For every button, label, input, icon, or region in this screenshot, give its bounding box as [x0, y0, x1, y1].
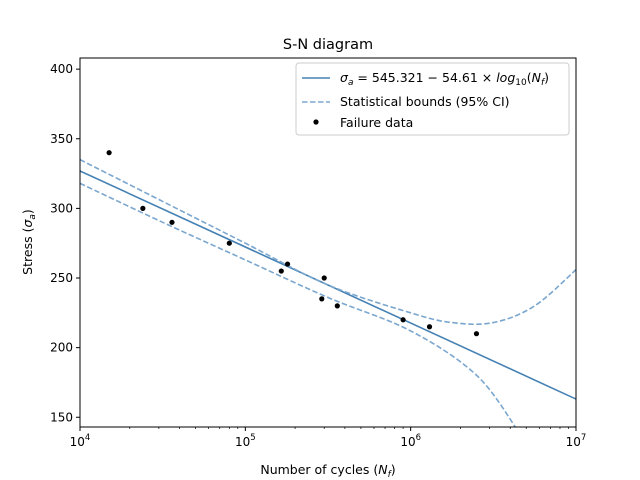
regression-line	[80, 170, 576, 400]
legend-bounds-label: Statistical bounds (95% CI)	[340, 94, 510, 109]
legend-failure-marker	[313, 119, 319, 125]
y-tick-label: 350	[50, 132, 73, 146]
bound-upper-curve	[80, 158, 576, 326]
failure-data-point	[334, 303, 340, 309]
failure-data-point	[169, 219, 175, 225]
failure-data-point	[284, 261, 291, 267]
failure-data-point	[400, 317, 406, 323]
plot-frame	[79, 57, 577, 428]
failure-data-point	[106, 150, 112, 156]
legend-fit-label: σa = 545.321 − 54.61 × log10(Nf)	[340, 70, 549, 88]
failure-data-point	[319, 296, 325, 302]
legend-box	[295, 62, 570, 136]
legend-failure-label: Failure data	[340, 115, 413, 130]
y-tick-label: 150	[50, 410, 73, 424]
chart-title: S-N diagram	[283, 37, 373, 53]
y-tick-label: 200	[50, 341, 73, 355]
failure-data-point	[140, 205, 146, 211]
x-tick-label: 104	[70, 433, 91, 449]
y-axis-label: Stress (σa)	[20, 209, 38, 275]
failure-data-point	[278, 268, 284, 274]
legend: σa = 545.321 − 54.61 × log10(Nf) Statist…	[295, 62, 570, 136]
x-axis-label: Number of cycles (Nf)	[260, 462, 395, 480]
failure-data-point	[226, 240, 232, 246]
y-tick-label: 250	[50, 271, 73, 285]
failure-data-point	[426, 324, 433, 330]
y-tick-label: 400	[50, 62, 73, 76]
x-tick-label: 107	[566, 433, 587, 449]
failure-data-point	[321, 275, 327, 281]
x-tick-label: 106	[400, 433, 421, 449]
y-tick-label: 300	[50, 201, 73, 215]
bound-lower-curve	[80, 182, 517, 427]
x-tick-label: 105	[235, 433, 256, 449]
failure-data-point	[473, 331, 480, 337]
